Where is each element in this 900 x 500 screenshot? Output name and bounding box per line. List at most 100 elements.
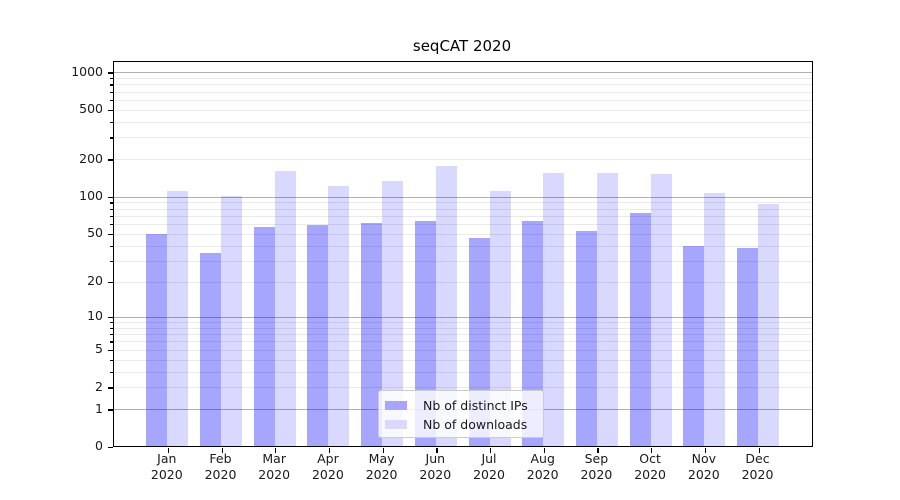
y-tick bbox=[108, 159, 113, 161]
x-tick bbox=[167, 447, 170, 453]
gridline-minor bbox=[114, 215, 812, 217]
x-tick-label: Sep 2020 bbox=[580, 451, 613, 482]
gridline-minor bbox=[114, 371, 812, 373]
x-tick-label: Oct 2020 bbox=[634, 451, 666, 482]
x-tick bbox=[436, 447, 438, 453]
y-tick bbox=[108, 72, 113, 74]
gridline-minor bbox=[114, 99, 812, 101]
y-tick-label: 50 bbox=[87, 225, 103, 241]
gridline-minor bbox=[114, 334, 812, 336]
y-minor-tick bbox=[110, 99, 113, 102]
y-minor-tick bbox=[110, 245, 113, 247]
gridline-minor bbox=[114, 359, 812, 361]
gridline-minor bbox=[114, 208, 812, 210]
y-minor-tick bbox=[110, 215, 113, 218]
gridline-major bbox=[114, 72, 812, 74]
y-tick-label: 200 bbox=[79, 150, 103, 166]
gridline-minor bbox=[114, 121, 812, 123]
chart-title: seqCAT 2020 bbox=[412, 37, 512, 55]
x-tick-label: Apr 2020 bbox=[311, 451, 344, 482]
gridline-major bbox=[114, 196, 812, 198]
bar-downloads bbox=[758, 204, 779, 446]
y-tick-label: 20 bbox=[87, 273, 103, 289]
bar-downloads bbox=[596, 173, 618, 446]
bar-downloads bbox=[328, 185, 350, 446]
gridline-minor bbox=[114, 387, 812, 389]
bar-downloads bbox=[543, 173, 565, 446]
gridline-minor bbox=[114, 322, 812, 323]
x-tick bbox=[382, 447, 384, 453]
bar-distinct-ips bbox=[200, 252, 221, 446]
bar-downloads bbox=[489, 191, 511, 446]
bar-downloads bbox=[382, 180, 404, 446]
y-minor-tick bbox=[110, 202, 113, 204]
legend-item-distinct-ips: Nb of distinct IPs bbox=[385, 396, 535, 415]
gridline-minor bbox=[114, 137, 812, 139]
x-tick-label: Jul 2020 bbox=[473, 451, 505, 482]
legend-swatch-downloads bbox=[385, 420, 407, 429]
y-minor-tick bbox=[110, 137, 113, 139]
bar-downloads bbox=[274, 171, 296, 446]
x-tick bbox=[758, 447, 760, 453]
gridline-minor bbox=[114, 281, 812, 283]
y-minor-tick bbox=[110, 322, 113, 324]
y-minor-tick bbox=[110, 84, 113, 86]
x-tick bbox=[275, 447, 277, 453]
y-tick-label: 1 bbox=[95, 400, 103, 416]
gridline-minor bbox=[114, 223, 812, 225]
y-minor-tick bbox=[110, 78, 113, 80]
y-tick bbox=[108, 281, 113, 284]
x-tick bbox=[543, 447, 545, 453]
y-minor-tick bbox=[110, 223, 113, 226]
gridline-minor bbox=[114, 109, 812, 111]
legend-item-downloads: Nb of downloads bbox=[385, 415, 535, 434]
gridline-minor bbox=[114, 245, 812, 247]
legend: Nb of distinct IPs Nb of downloads bbox=[378, 390, 544, 438]
y-tick bbox=[108, 409, 113, 411]
bar-distinct-ips bbox=[361, 223, 383, 446]
x-tick bbox=[328, 447, 331, 453]
bar-distinct-ips bbox=[253, 226, 275, 446]
gridline-minor bbox=[114, 233, 812, 235]
bar-downloads bbox=[435, 165, 457, 446]
x-tick-label: Mar 2020 bbox=[258, 451, 291, 482]
bar-distinct-ips bbox=[683, 245, 705, 446]
x-tick-label: Jan 2020 bbox=[150, 451, 183, 482]
plot-area bbox=[108, 61, 813, 453]
x-tick bbox=[597, 447, 599, 453]
gridline-minor bbox=[114, 341, 812, 343]
gridline-minor bbox=[114, 327, 812, 329]
y-tick bbox=[108, 109, 113, 112]
y-minor-tick bbox=[110, 341, 113, 343]
bar-downloads bbox=[650, 174, 672, 446]
y-minor-tick bbox=[110, 334, 113, 336]
y-tick bbox=[108, 316, 113, 319]
bar-distinct-ips bbox=[575, 230, 597, 446]
y-minor-tick bbox=[110, 327, 113, 329]
y-tick bbox=[108, 233, 113, 235]
x-tick bbox=[651, 447, 653, 453]
gridline-minor bbox=[114, 260, 812, 262]
bar-downloads bbox=[167, 190, 189, 446]
y-tick-label: 100 bbox=[79, 188, 103, 204]
gridline-minor bbox=[114, 349, 812, 351]
x-tick bbox=[221, 447, 223, 453]
y-minor-tick bbox=[110, 359, 113, 361]
y-tick-label: 5 bbox=[95, 341, 103, 357]
legend-swatch-distinct-ips bbox=[385, 401, 407, 410]
gridline-minor bbox=[114, 84, 812, 86]
bar-downloads bbox=[221, 196, 242, 446]
y-minor-tick bbox=[110, 260, 113, 262]
bar-distinct-ips bbox=[522, 220, 544, 446]
bar-distinct-ips bbox=[737, 248, 758, 446]
y-tick-label: 10 bbox=[87, 308, 103, 324]
y-minor-tick bbox=[110, 371, 113, 373]
y-tick-label: 0 bbox=[95, 438, 103, 454]
gridline-major bbox=[114, 316, 812, 318]
x-tick-label: Jun 2020 bbox=[419, 451, 452, 482]
y-tick bbox=[108, 196, 113, 198]
x-tick bbox=[490, 447, 492, 453]
bar-downloads bbox=[704, 193, 726, 446]
y-tick-label: 1000 bbox=[71, 63, 103, 79]
